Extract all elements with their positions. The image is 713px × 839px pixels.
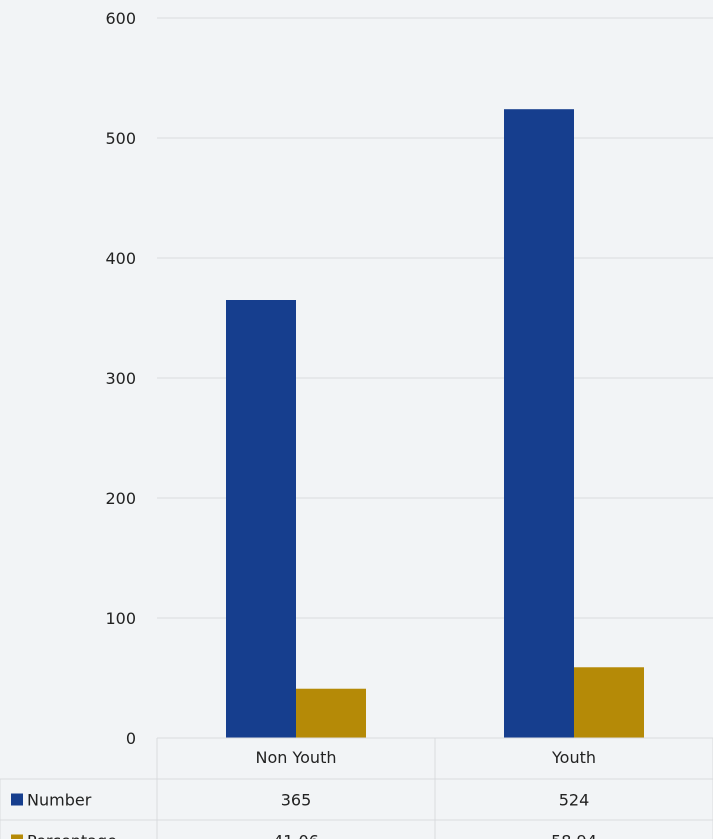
y-tick-label: 300 (105, 369, 136, 388)
table-value-cell: 524 (559, 791, 590, 810)
x-category-label: Youth (551, 748, 596, 767)
bar-percentage-0 (296, 688, 366, 738)
bar-number-0 (226, 300, 296, 738)
table-value-cell: 365 (281, 791, 312, 810)
bar-number-1 (504, 109, 574, 738)
y-tick-label: 0 (126, 729, 136, 748)
data-table: Non Youth Youth Number 365 524 Percentage 41,0… (0, 737, 713, 839)
table-value-cell: 58,94 (551, 832, 597, 839)
x-category-label: Non Youth (256, 748, 337, 767)
y-tick-label: 100 (105, 609, 136, 628)
y-tick-label: 200 (105, 489, 136, 508)
y-tick-label: 400 (105, 249, 136, 268)
legend-label: Percentage (27, 832, 117, 839)
y-tick-label: 500 (105, 129, 136, 148)
legend-label: Number (27, 791, 92, 810)
legend-swatch-percentage (11, 834, 23, 839)
y-axis-ticks: 0 100 200 300 400 500 600 (105, 9, 136, 748)
table-value-cell: 41,06 (273, 832, 319, 839)
legend-swatch-number (11, 793, 23, 806)
y-tick-label: 600 (105, 9, 136, 28)
bars (226, 109, 644, 738)
bar-percentage-1 (574, 667, 644, 738)
